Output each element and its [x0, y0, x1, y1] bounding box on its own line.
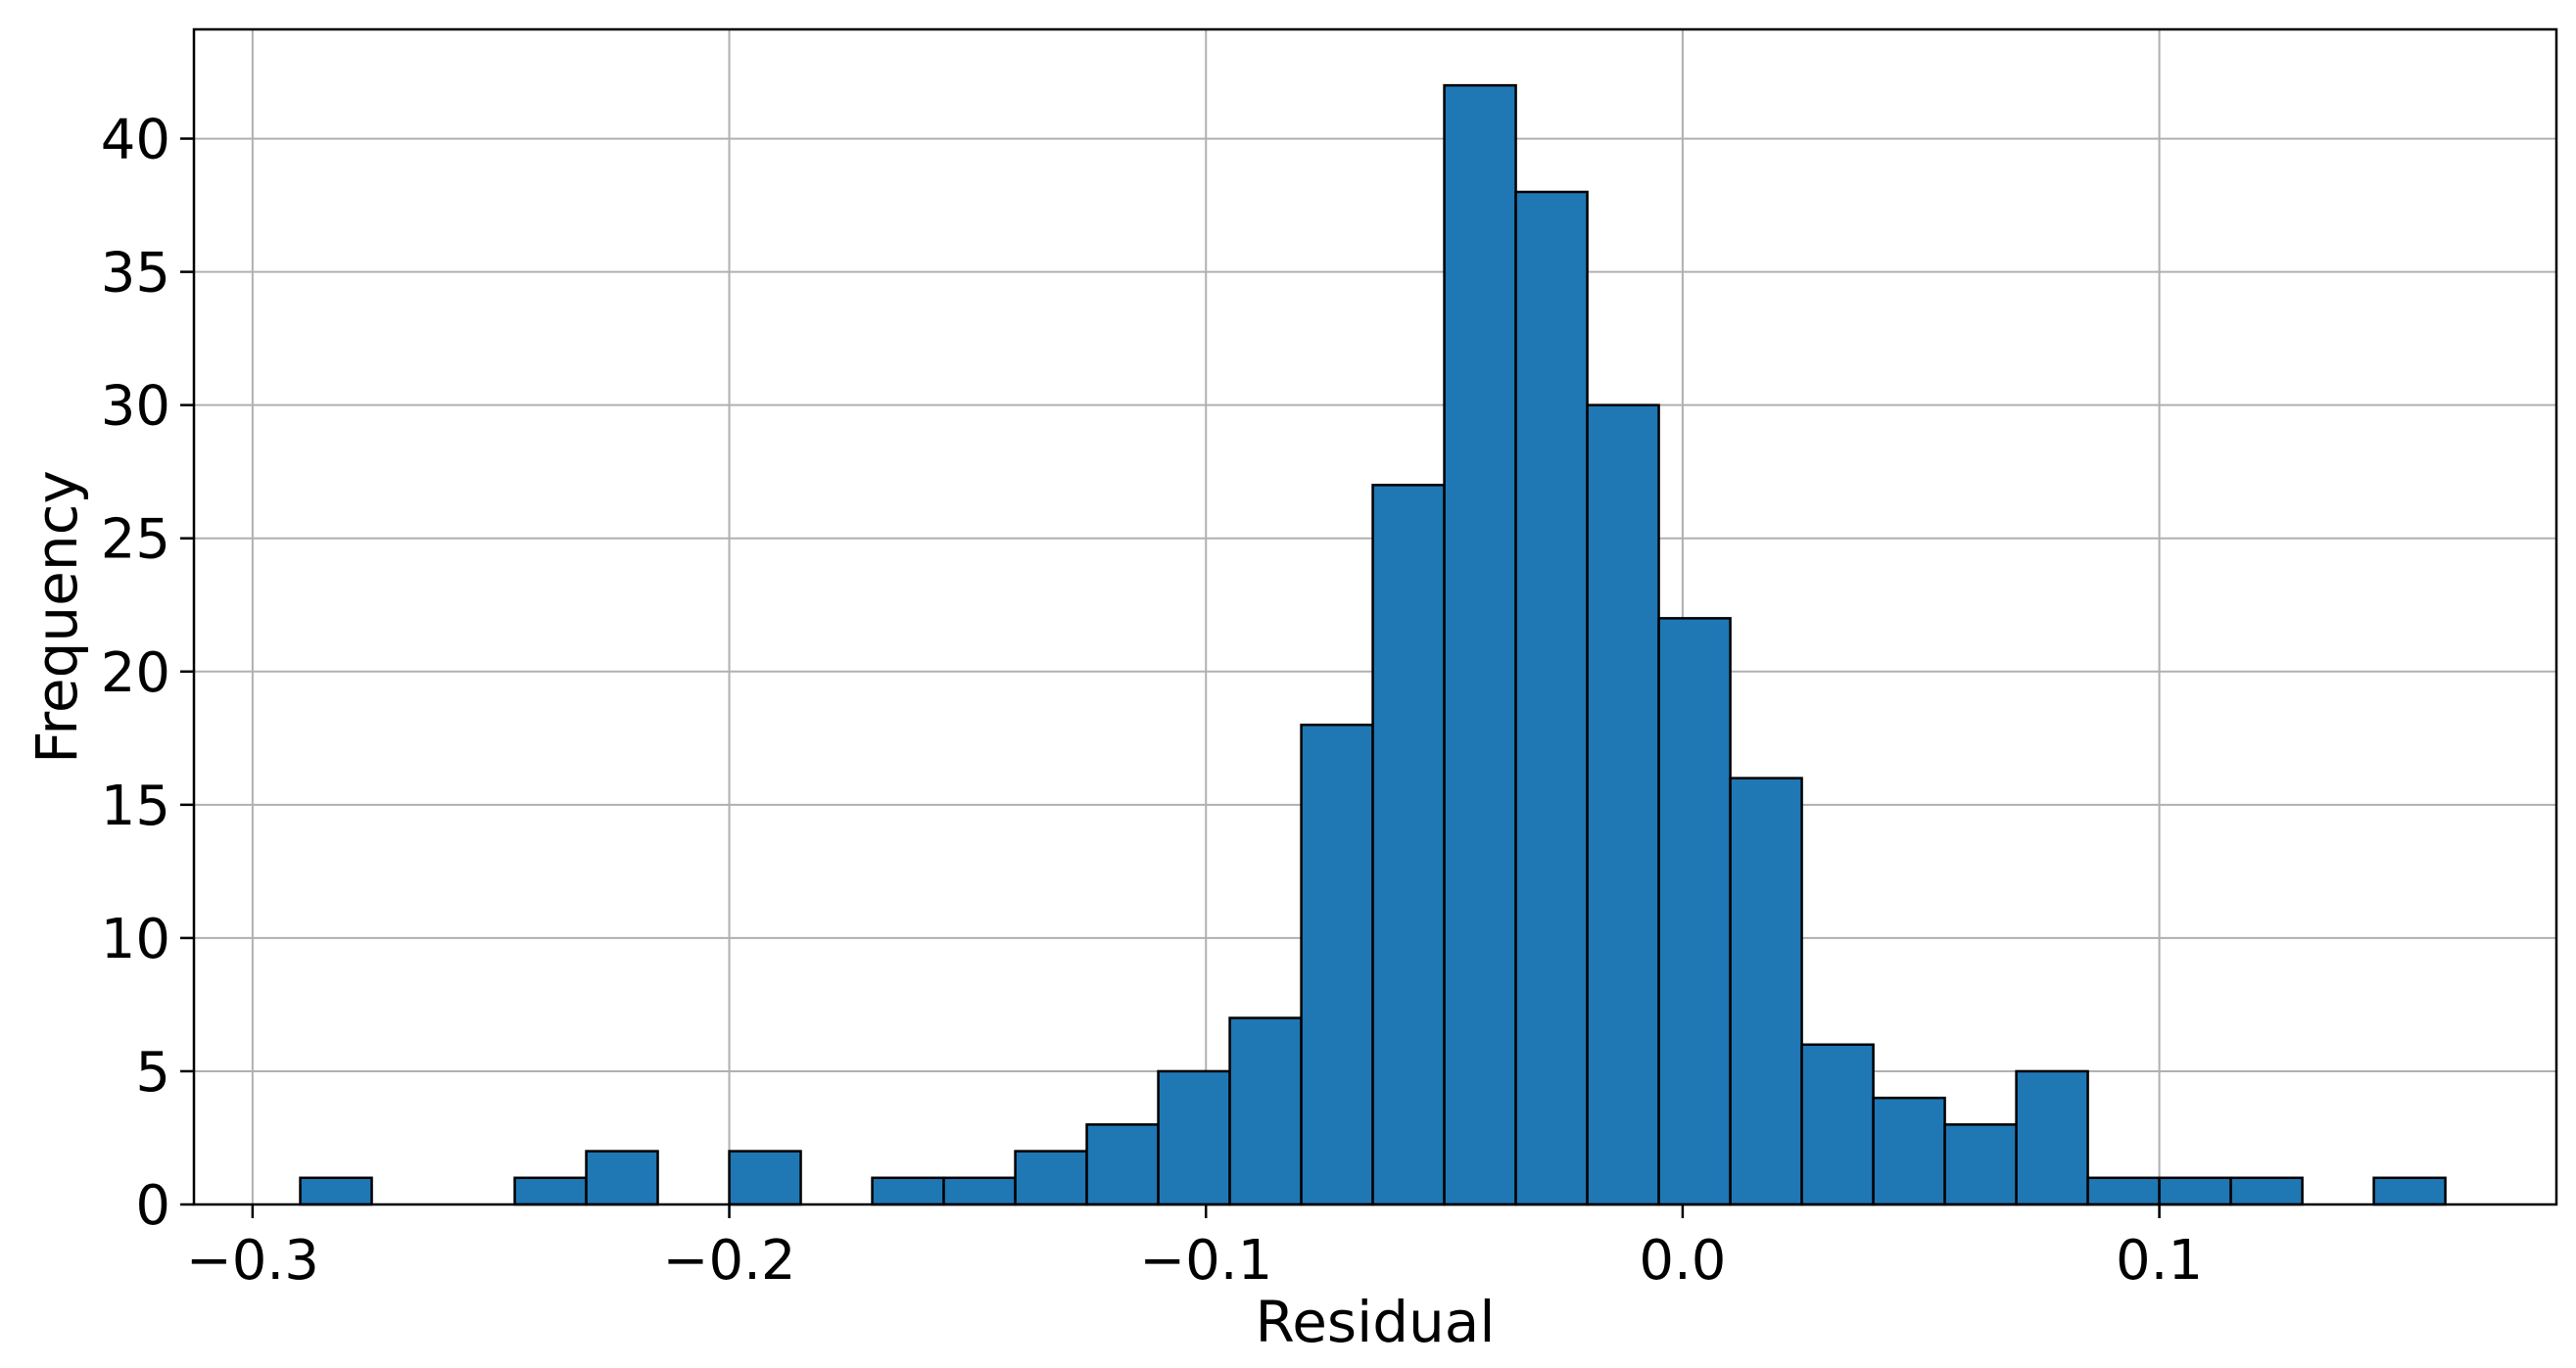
y-tick-label: 5 [135, 1041, 170, 1105]
x-tick-label: −0.2 [663, 1229, 796, 1293]
y-tick-label: 10 [101, 908, 170, 971]
y-tick-label: 35 [101, 242, 170, 306]
histogram-bar [585, 1150, 659, 1206]
histogram-bar [1085, 1123, 1160, 1206]
histogram-bar [2086, 1176, 2161, 1206]
y-axis-ticks: 0 5 10 15 20 25 30 35 40 [101, 109, 194, 1238]
histogram-bar [2372, 1176, 2447, 1206]
y-tick-label: 15 [101, 775, 170, 838]
histogram-bar [942, 1176, 1017, 1206]
y-tick-label: 20 [101, 641, 170, 705]
histogram-bar [871, 1176, 945, 1206]
y-tick-label: 30 [101, 375, 170, 439]
histogram-bar [2158, 1176, 2232, 1206]
histogram-bar [1157, 1069, 1231, 1206]
histogram-bar [1586, 403, 1660, 1206]
histogram-bar [1371, 484, 1446, 1206]
histogram-bar [1872, 1096, 1946, 1206]
histogram-bar [1514, 190, 1589, 1206]
x-axis-label: Residual [1256, 1289, 1496, 1355]
x-tick-label: 0.1 [2116, 1229, 2203, 1293]
histogram-bar [2015, 1069, 2089, 1206]
x-tick-label: −0.1 [1139, 1229, 1272, 1293]
y-axis-label: Frequency [24, 470, 90, 764]
y-tick-label: 25 [101, 508, 170, 572]
y-tick-label: 0 [135, 1174, 170, 1238]
histogram-bar [1443, 83, 1517, 1206]
histogram-bar [728, 1150, 802, 1206]
histogram-bar [513, 1176, 588, 1206]
y-tick-label: 40 [101, 109, 170, 172]
x-tick-label: 0.0 [1639, 1229, 1726, 1293]
histogram-bars [299, 83, 2447, 1206]
histogram-bar [299, 1176, 373, 1206]
plot-frame [192, 27, 2558, 1206]
histogram-bar [1943, 1123, 2018, 1206]
x-axis-ticks: −0.3 −0.2 −0.1 0.0 0.1 [186, 1204, 2203, 1293]
histogram-bar [1657, 617, 1732, 1206]
histogram-bar [1014, 1150, 1088, 1206]
histogram-bar [2229, 1176, 2304, 1206]
histogram-bar [1800, 1043, 1875, 1206]
x-tick-label: −0.3 [186, 1229, 319, 1293]
histogram-bar [1300, 723, 1374, 1206]
histogram-bar [1228, 1016, 1303, 1206]
histogram-bar [1729, 777, 1803, 1206]
